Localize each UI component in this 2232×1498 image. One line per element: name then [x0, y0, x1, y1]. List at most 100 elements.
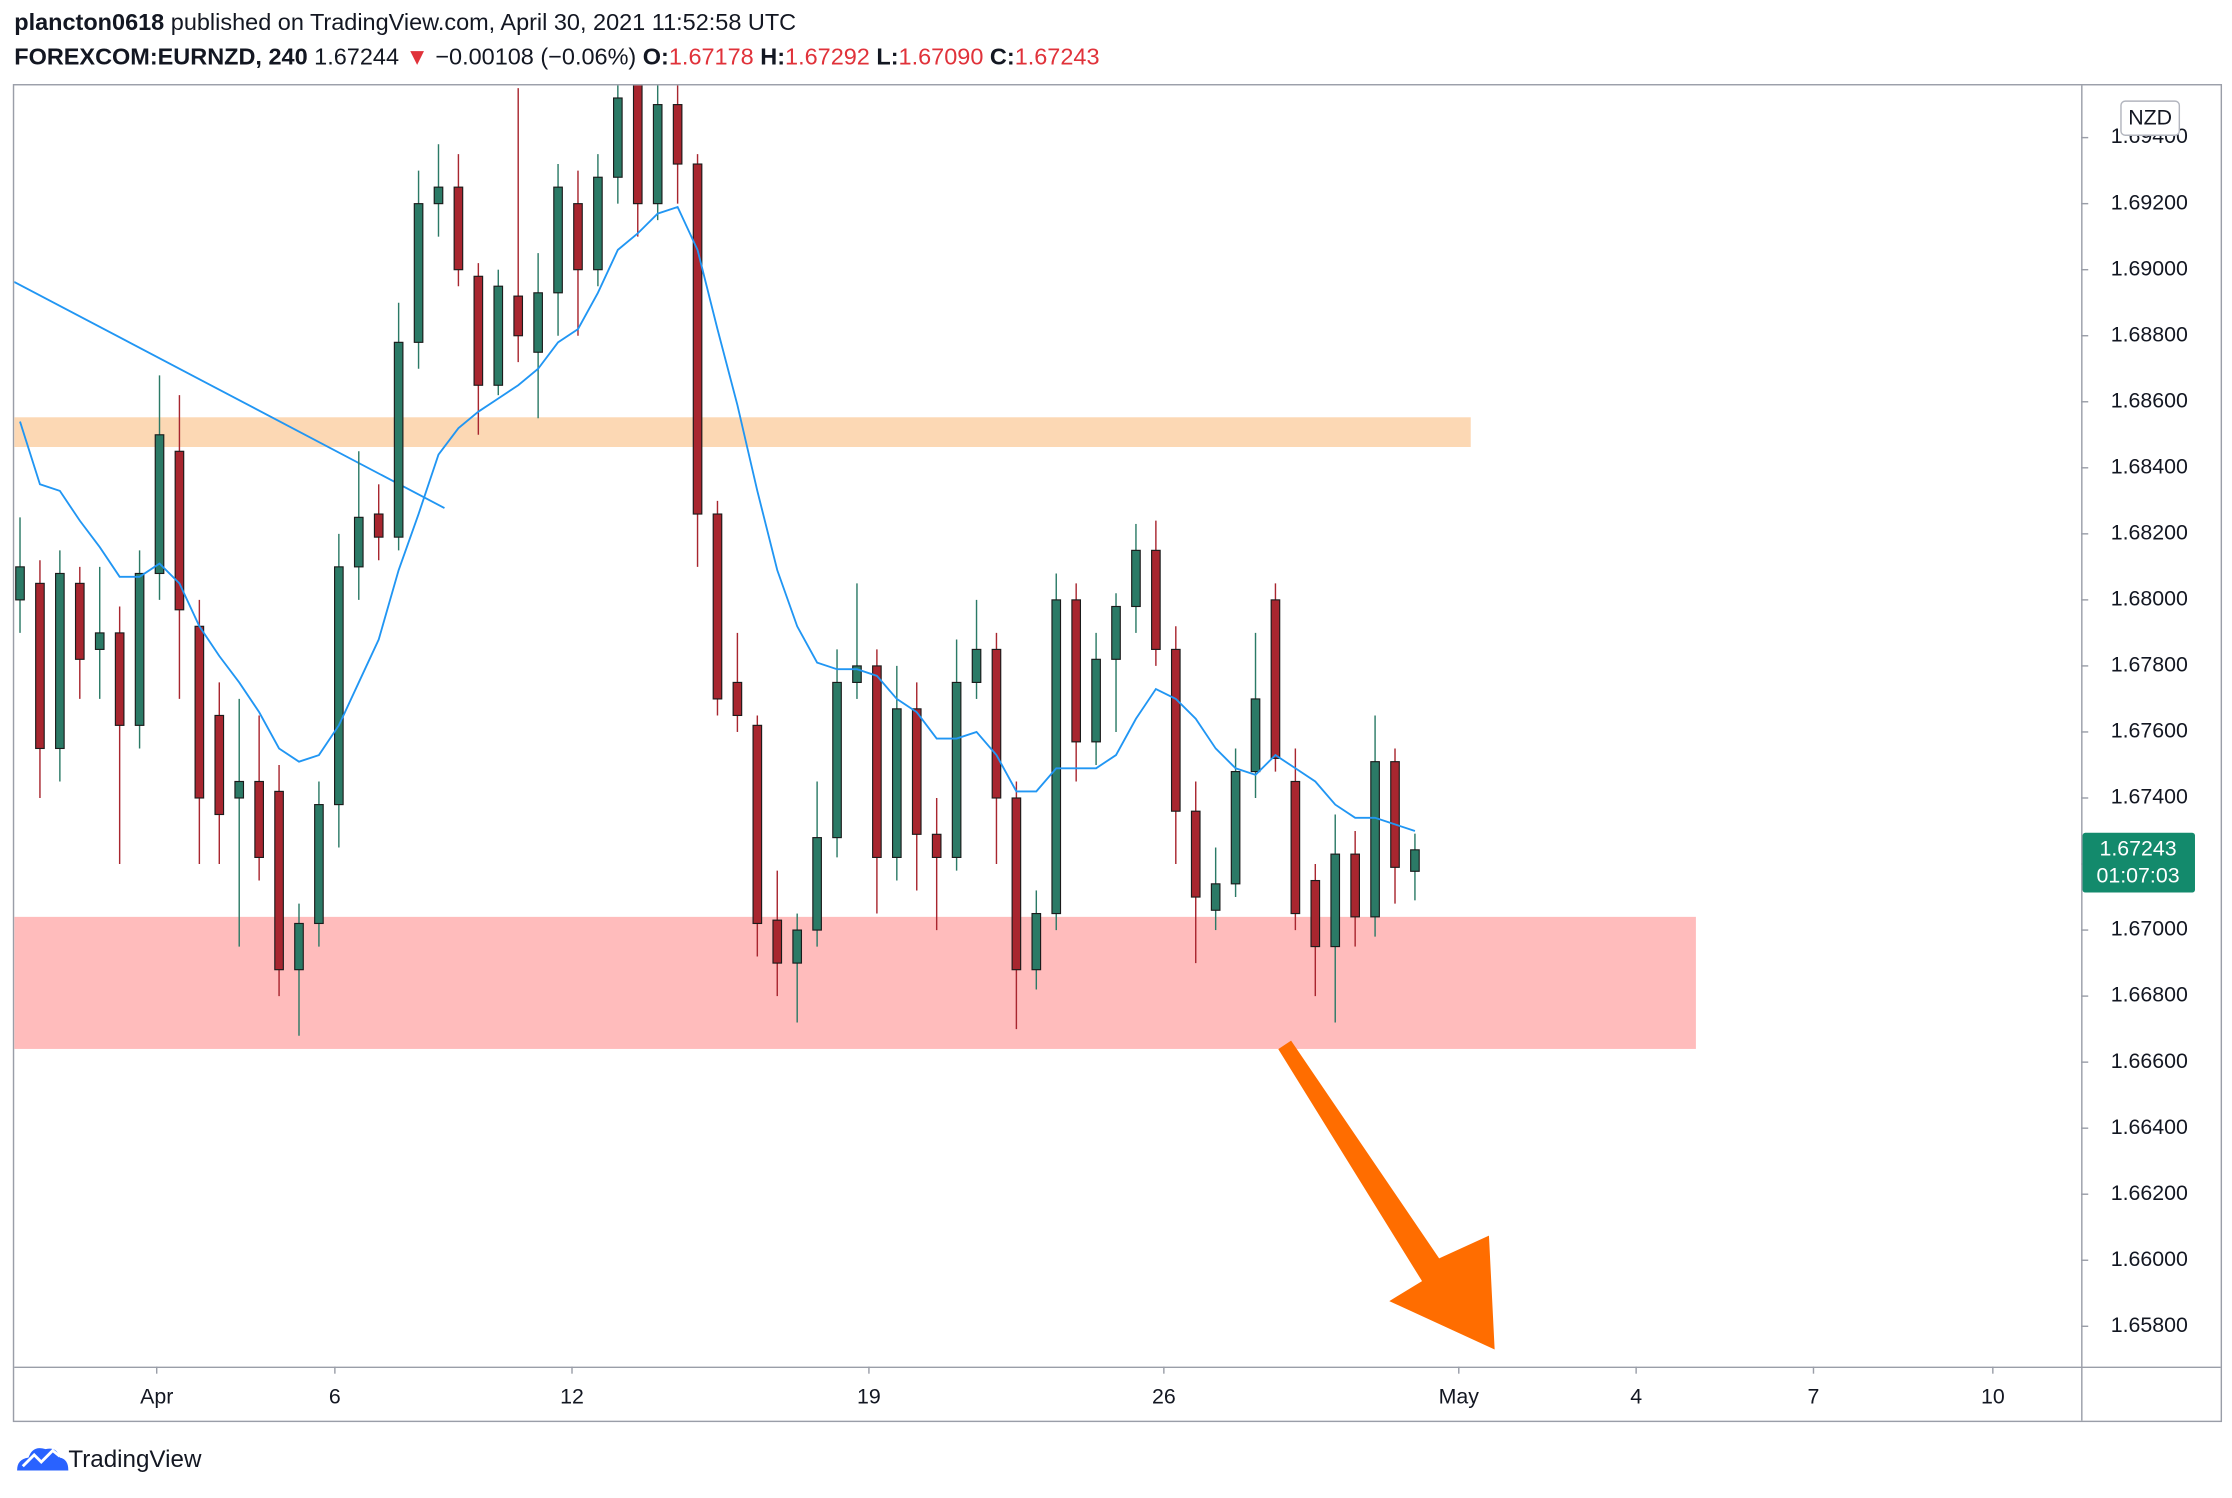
candle-body	[792, 929, 803, 964]
candle-body	[433, 186, 444, 205]
currency: NZD	[2128, 106, 2172, 130]
y-tick-label: 1.67000	[2111, 917, 2188, 941]
candle-body	[413, 203, 424, 343]
candle-body	[174, 450, 185, 611]
y-tick-label: 1.66200	[2111, 1181, 2188, 1205]
candle-body	[652, 104, 663, 205]
candle-body	[891, 708, 902, 858]
candle-body	[334, 566, 344, 806]
x-tick-label: 4	[1630, 1385, 1642, 1409]
trendline	[14, 281, 445, 509]
y-tick-label: 1.67800	[2111, 653, 2188, 677]
y-tick-label: 1.67400	[2111, 785, 2188, 809]
y-tick-label: 1.67600	[2111, 719, 2188, 743]
y-tick-label: 1.68000	[2111, 587, 2188, 611]
x-tick-label: 26	[1152, 1385, 1176, 1409]
symbol: FOREXCOM:EURNZD, 240	[14, 44, 307, 70]
published: published on TradingView.com, April 30, …	[171, 9, 796, 35]
open-label: O:	[643, 44, 669, 70]
candle-body	[911, 708, 922, 835]
candle-body	[55, 572, 65, 750]
candle-body	[612, 97, 623, 178]
price-label-box	[2082, 832, 2195, 893]
candle-body	[214, 714, 225, 816]
candle-body	[692, 163, 703, 515]
candle-body	[1250, 698, 1261, 773]
arrow	[1278, 1040, 1495, 1350]
candle-body	[1031, 912, 1042, 971]
candle-body	[712, 513, 723, 700]
candle-body	[493, 285, 504, 386]
high: 1.67292	[785, 44, 870, 70]
candle-body	[1270, 599, 1281, 759]
candle-body	[573, 203, 583, 271]
candle-body	[772, 919, 783, 964]
y-tick-label: 1.69000	[2111, 256, 2188, 280]
candle-body	[1011, 797, 1022, 971]
candle-body	[294, 922, 304, 971]
user: plancton0618	[14, 9, 164, 35]
candle-body	[1170, 648, 1181, 812]
logo-line	[21, 1448, 61, 1468]
candle-body	[1390, 761, 1400, 868]
candle-body	[114, 632, 125, 726]
candle-body	[1051, 599, 1062, 915]
candle-body	[1290, 780, 1301, 915]
y-tick-label: 1.66000	[2111, 1247, 2188, 1271]
candle-body	[274, 790, 284, 971]
y-tick-label: 1.66600	[2111, 1049, 2188, 1073]
change: −0.00108 (−0.06%)	[435, 44, 636, 70]
x-tick-label: 19	[857, 1385, 881, 1409]
candle-body	[1071, 599, 1082, 743]
change-arrow: ▼	[406, 44, 429, 70]
candle-body	[373, 513, 384, 538]
y-tick-label: 1.65800	[2111, 1313, 2188, 1337]
candle-body	[94, 632, 105, 650]
y-tick-label: 1.68600	[2111, 388, 2188, 412]
candle-body	[632, 85, 643, 205]
header-line-2: FOREXCOM:EURNZD, 240 1.67244 ▼ −0.00108 …	[14, 44, 1099, 70]
candle-body	[931, 833, 942, 858]
candle-body	[1410, 849, 1420, 872]
candle-body	[852, 665, 862, 683]
candle-body	[194, 625, 205, 799]
candle-body	[593, 176, 603, 271]
plot	[14, 85, 1696, 1049]
candle-body	[1131, 549, 1141, 608]
candle-body	[971, 648, 982, 683]
countdown: 01:07:03	[2097, 864, 2180, 888]
candle-body	[1210, 883, 1221, 911]
candle-body	[1310, 879, 1321, 948]
candle-body	[732, 681, 743, 717]
y-tick-label: 1.68200	[2111, 520, 2188, 544]
brand: TradingView	[68, 1446, 202, 1473]
candle-body	[991, 648, 1002, 799]
frame	[12, 84, 2223, 1423]
candle-body	[533, 292, 543, 353]
open: 1.67178	[669, 44, 754, 70]
header-line-1: plancton0618 published on TradingView.co…	[14, 9, 796, 35]
candle-body	[1350, 853, 1360, 918]
x-tick-label: May	[1439, 1385, 1480, 1409]
candle-body	[951, 681, 962, 858]
candle-body	[1190, 810, 1201, 898]
candle-body	[513, 295, 524, 337]
candle-body	[672, 104, 683, 165]
y-tick-label: 1.66800	[2111, 983, 2188, 1007]
x-tick-label: Apr	[140, 1385, 173, 1409]
x-tick-label: 12	[560, 1385, 584, 1409]
candle-body	[353, 516, 364, 568]
candle-body	[752, 724, 763, 925]
y-tick-label: 1.68400	[2111, 454, 2188, 478]
zone	[14, 417, 1471, 448]
candle-body	[872, 665, 882, 858]
candle-body	[254, 780, 264, 858]
low: 1.67090	[899, 44, 984, 70]
last: 1.67244	[314, 44, 399, 70]
price-label: 1.67243	[2099, 836, 2176, 860]
high-label: H:	[760, 44, 785, 70]
candle-body	[1230, 771, 1241, 885]
candle-body	[74, 582, 85, 660]
candle-body	[134, 572, 145, 726]
candle-body	[1091, 658, 1101, 743]
